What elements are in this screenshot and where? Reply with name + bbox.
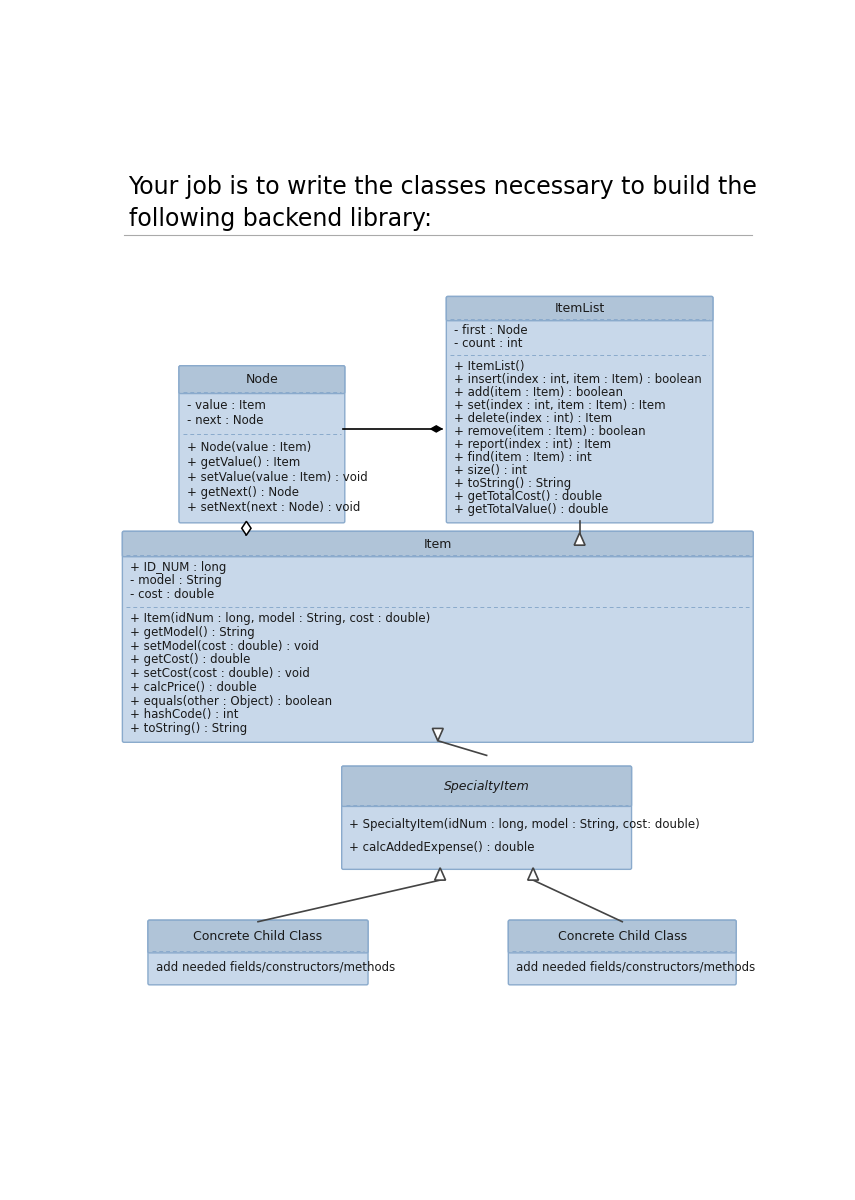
- Text: ItemList: ItemList: [555, 302, 604, 316]
- Polygon shape: [242, 521, 251, 535]
- Text: Your job is to write the classes necessary to build the: Your job is to write the classes necessa…: [128, 175, 758, 199]
- Text: Concrete Child Class: Concrete Child Class: [193, 930, 322, 943]
- Text: + getNext() : Node: + getNext() : Node: [186, 486, 298, 499]
- Text: - cost : double: - cost : double: [130, 588, 215, 601]
- Text: Concrete Child Class: Concrete Child Class: [557, 930, 687, 943]
- Text: + delete(index : int) : Item: + delete(index : int) : Item: [454, 412, 612, 425]
- FancyBboxPatch shape: [179, 366, 345, 523]
- Text: Node: Node: [245, 373, 278, 386]
- Text: + remove(item : Item) : boolean: + remove(item : Item) : boolean: [454, 425, 646, 438]
- Text: SpecialtyItem: SpecialtyItem: [444, 780, 529, 793]
- Text: + setNext(next : Node) : void: + setNext(next : Node) : void: [186, 502, 360, 515]
- FancyBboxPatch shape: [509, 920, 736, 953]
- FancyBboxPatch shape: [446, 296, 713, 320]
- FancyBboxPatch shape: [148, 920, 368, 953]
- FancyBboxPatch shape: [342, 766, 632, 869]
- Text: + toString() : String: + toString() : String: [130, 722, 247, 736]
- Text: + report(index : int) : Item: + report(index : int) : Item: [454, 438, 611, 451]
- Text: + Item(idNum : long, model : String, cost : double): + Item(idNum : long, model : String, cos…: [130, 612, 430, 625]
- Text: + SpecialtyItem(idNum : long, model : String, cost: double): + SpecialtyItem(idNum : long, model : St…: [350, 818, 700, 832]
- Text: - model : String: - model : String: [130, 575, 222, 588]
- Text: + ID_NUM : long: + ID_NUM : long: [130, 560, 227, 574]
- Polygon shape: [431, 426, 442, 432]
- Text: + toString() : String: + toString() : String: [454, 478, 571, 491]
- Text: + setCost(cost : double) : void: + setCost(cost : double) : void: [130, 667, 310, 680]
- Text: add needed fields/constructors/methods: add needed fields/constructors/methods: [516, 961, 755, 974]
- FancyBboxPatch shape: [179, 366, 345, 394]
- Text: + set(index : int, item : Item) : Item: + set(index : int, item : Item) : Item: [454, 400, 666, 412]
- Text: + setValue(value : Item) : void: + setValue(value : Item) : void: [186, 472, 368, 484]
- Text: + size() : int: + size() : int: [454, 464, 527, 478]
- Text: + getTotalCost() : double: + getTotalCost() : double: [454, 491, 602, 503]
- Polygon shape: [434, 868, 445, 880]
- Text: - next : Node: - next : Node: [186, 414, 263, 427]
- Text: + getValue() : Item: + getValue() : Item: [186, 456, 300, 469]
- Text: + equals(other : Object) : boolean: + equals(other : Object) : boolean: [130, 695, 333, 708]
- Text: - value : Item: - value : Item: [186, 398, 266, 412]
- Text: - first : Node: - first : Node: [454, 324, 528, 337]
- Text: + add(item : Item) : boolean: + add(item : Item) : boolean: [454, 386, 623, 400]
- Text: + ItemList(): + ItemList(): [454, 360, 525, 373]
- Text: - count : int: - count : int: [454, 337, 522, 350]
- Text: + Node(value : Item): + Node(value : Item): [186, 440, 311, 454]
- Text: Item: Item: [423, 538, 452, 551]
- Text: + find(item : Item) : int: + find(item : Item) : int: [454, 451, 592, 464]
- Text: + getCost() : double: + getCost() : double: [130, 654, 251, 666]
- FancyBboxPatch shape: [446, 296, 713, 523]
- FancyBboxPatch shape: [148, 920, 368, 985]
- Polygon shape: [433, 728, 443, 740]
- Text: + setModel(cost : double) : void: + setModel(cost : double) : void: [130, 640, 319, 653]
- Polygon shape: [528, 868, 539, 880]
- FancyBboxPatch shape: [342, 766, 632, 806]
- FancyBboxPatch shape: [509, 920, 736, 985]
- Text: + insert(index : int, item : Item) : boolean: + insert(index : int, item : Item) : boo…: [454, 373, 702, 386]
- Text: + getTotalValue() : double: + getTotalValue() : double: [454, 503, 609, 516]
- Text: following backend library:: following backend library:: [128, 208, 432, 232]
- FancyBboxPatch shape: [122, 532, 753, 743]
- Polygon shape: [575, 533, 585, 545]
- Text: + hashCode() : int: + hashCode() : int: [130, 708, 239, 721]
- Text: add needed fields/constructors/methods: add needed fields/constructors/methods: [156, 961, 395, 974]
- Text: + calcPrice() : double: + calcPrice() : double: [130, 680, 256, 694]
- Text: + calcAddedExpense() : double: + calcAddedExpense() : double: [350, 841, 535, 854]
- FancyBboxPatch shape: [122, 532, 753, 557]
- Text: + getModel() : String: + getModel() : String: [130, 626, 255, 640]
